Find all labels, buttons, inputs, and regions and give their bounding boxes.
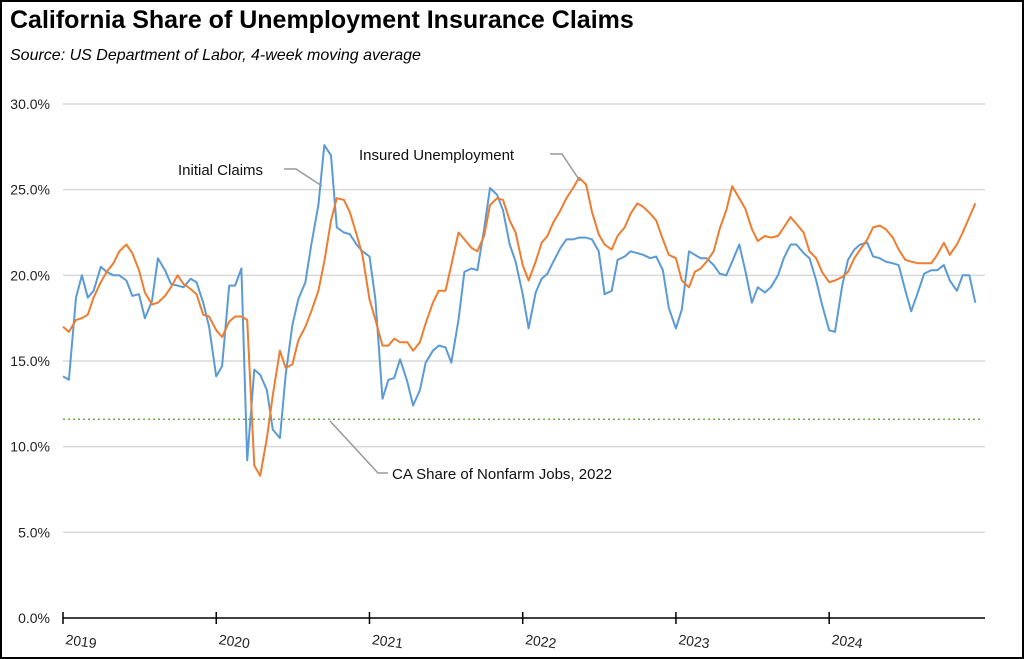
x-tick-label: 2020	[218, 631, 251, 651]
y-tick-label: 5.0%	[18, 524, 50, 540]
y-tick-label: 10.0%	[10, 439, 50, 455]
y-tick-label: 25.0%	[10, 182, 50, 198]
x-axis: 2019 2020 2021 2022 2023 2024	[62, 612, 985, 651]
leader-line	[284, 168, 323, 187]
label-insured-unemployment: Insured Unemployment	[359, 147, 515, 164]
annotation-insured-unemployment: Insured Unemployment	[359, 147, 581, 182]
annotation-nonfarm-jobs: CA Share of Nonfarm Jobs, 2022	[329, 420, 612, 483]
gridlines	[63, 103, 985, 534]
x-tick-label: 2024	[831, 631, 864, 651]
x-tick-label: 2022	[524, 631, 557, 651]
y-tick-label: 0.0%	[18, 610, 50, 626]
y-tick-label: 15.0%	[10, 353, 50, 369]
x-tick-label: 2019	[65, 631, 98, 651]
label-initial-claims: Initial Claims	[178, 162, 263, 179]
chart-title: California Share of Unemployment Insuran…	[10, 6, 634, 34]
y-tick-label: 20.0%	[10, 267, 50, 283]
series-line-initial-claims	[62, 144, 977, 462]
leader-line	[550, 153, 581, 182]
y-tick-label: 30.0%	[10, 96, 50, 112]
annotation-initial-claims: Initial Claims	[178, 162, 323, 187]
x-tick-label: 2021	[371, 631, 404, 651]
y-axis-labels: 0.0% 5.0% 10.0% 15.0% 20.0% 25.0% 30.0%	[10, 96, 50, 626]
series-line-insured-unemployment	[62, 176, 977, 477]
series-lines	[62, 144, 977, 477]
chart-subtitle: Source: US Department of Labor, 4-week m…	[10, 47, 421, 64]
label-nonfarm-jobs: CA Share of Nonfarm Jobs, 2022	[392, 466, 612, 483]
x-tick-label: 2023	[678, 631, 711, 651]
leader-line	[329, 420, 388, 474]
